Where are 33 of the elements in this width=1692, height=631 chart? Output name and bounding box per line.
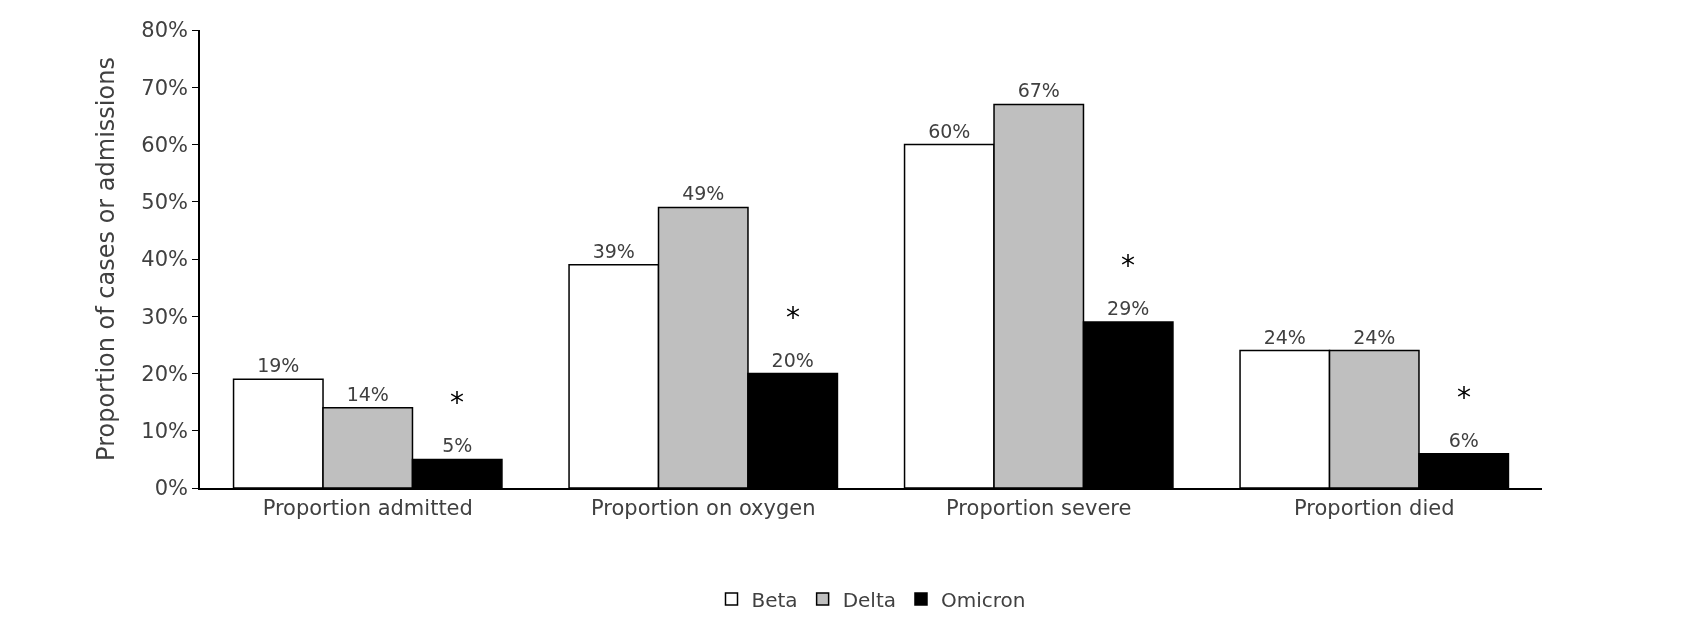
data-label: 29% [1107, 296, 1150, 319]
legend-label: Omicron [940, 587, 1026, 612]
data-label: 60% [928, 119, 971, 142]
annotation: * [786, 301, 800, 334]
data-label: 67% [1017, 79, 1060, 102]
data-label: 5% [442, 434, 473, 457]
data-label: 24% [1353, 325, 1396, 348]
y-tick-label: 30% [141, 304, 189, 329]
y-tick-label: 80% [141, 18, 189, 43]
annotation: * [1121, 249, 1135, 282]
x-tick-label: Proportion died [1294, 495, 1455, 520]
data-label: 49% [682, 182, 725, 205]
y-tick-label: 60% [141, 132, 189, 157]
annotation: * [450, 386, 464, 419]
y-tick-label: 40% [141, 247, 189, 272]
legend-label: Delta [842, 587, 896, 612]
annotation: * [1457, 381, 1471, 414]
legend-label: Beta [751, 587, 798, 612]
y-tick-label: 70% [141, 75, 189, 100]
y-axis-title: Proportion of cases or admissions [91, 57, 120, 461]
data-label: 20% [771, 348, 814, 371]
y-tick-label: 20% [141, 361, 189, 386]
data-label: 39% [592, 239, 635, 262]
x-tick-label: Proportion on oxygen [591, 495, 816, 520]
y-tick-label: 0% [154, 476, 189, 501]
data-label: 19% [257, 354, 300, 377]
x-tick-label: Proportion severe [946, 495, 1132, 520]
y-tick-label: 10% [141, 419, 189, 444]
y-tick-label: 50% [141, 190, 189, 215]
data-label: 24% [1263, 325, 1306, 348]
x-tick-label: Proportion admitted [262, 495, 473, 520]
data-label: 14% [346, 382, 389, 405]
data-label: 6% [1448, 428, 1479, 451]
